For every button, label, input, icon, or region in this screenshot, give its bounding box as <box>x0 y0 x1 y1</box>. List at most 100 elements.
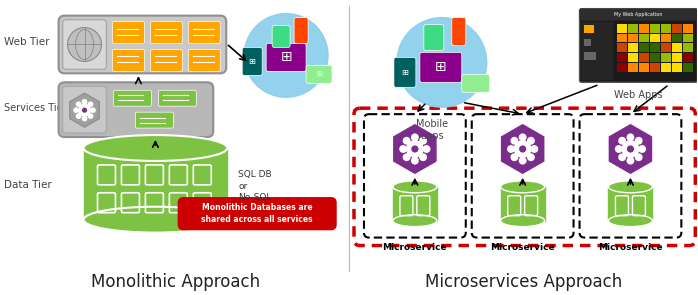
Circle shape <box>527 153 535 161</box>
FancyBboxPatch shape <box>651 34 660 42</box>
Circle shape <box>618 153 626 161</box>
FancyBboxPatch shape <box>672 43 683 53</box>
Polygon shape <box>500 187 544 221</box>
FancyBboxPatch shape <box>639 34 649 42</box>
FancyBboxPatch shape <box>683 24 693 32</box>
Text: ⊞: ⊞ <box>281 50 292 64</box>
FancyBboxPatch shape <box>662 53 671 63</box>
Circle shape <box>411 133 419 141</box>
FancyBboxPatch shape <box>452 18 466 45</box>
Ellipse shape <box>500 181 544 193</box>
FancyBboxPatch shape <box>472 114 574 237</box>
FancyBboxPatch shape <box>628 24 639 32</box>
Circle shape <box>507 145 515 153</box>
FancyBboxPatch shape <box>662 63 671 72</box>
Circle shape <box>519 145 526 153</box>
Ellipse shape <box>393 215 437 227</box>
Circle shape <box>419 153 427 161</box>
FancyBboxPatch shape <box>179 198 336 230</box>
Ellipse shape <box>609 181 653 193</box>
Polygon shape <box>609 187 653 221</box>
Circle shape <box>244 14 328 97</box>
Circle shape <box>82 116 87 122</box>
FancyBboxPatch shape <box>618 63 628 72</box>
Text: ⊞: ⊞ <box>248 57 255 66</box>
Ellipse shape <box>84 207 228 232</box>
FancyBboxPatch shape <box>63 86 107 133</box>
Text: Monolithic Databases are
shared across all services: Monolithic Databases are shared across a… <box>201 203 313 224</box>
FancyBboxPatch shape <box>639 24 649 32</box>
Circle shape <box>519 133 526 141</box>
Circle shape <box>75 113 82 119</box>
Circle shape <box>638 145 646 153</box>
Circle shape <box>78 104 91 117</box>
Circle shape <box>73 107 79 113</box>
FancyBboxPatch shape <box>651 43 660 53</box>
FancyBboxPatch shape <box>683 53 693 63</box>
Text: Microservices Approach: Microservices Approach <box>425 273 623 291</box>
FancyBboxPatch shape <box>618 53 628 63</box>
Circle shape <box>519 157 526 165</box>
Circle shape <box>403 153 410 161</box>
FancyBboxPatch shape <box>135 112 173 128</box>
FancyBboxPatch shape <box>579 9 697 21</box>
FancyBboxPatch shape <box>306 65 332 83</box>
Circle shape <box>615 145 623 153</box>
FancyBboxPatch shape <box>672 63 683 72</box>
Circle shape <box>411 157 419 165</box>
Circle shape <box>618 137 626 145</box>
FancyBboxPatch shape <box>651 24 660 32</box>
FancyBboxPatch shape <box>662 34 671 42</box>
FancyBboxPatch shape <box>662 24 671 32</box>
FancyBboxPatch shape <box>424 24 444 50</box>
Circle shape <box>82 99 87 105</box>
FancyBboxPatch shape <box>662 43 671 53</box>
FancyBboxPatch shape <box>112 50 144 71</box>
Text: Mobile
apps: Mobile apps <box>416 119 448 141</box>
Text: Web Tier: Web Tier <box>3 37 49 47</box>
FancyBboxPatch shape <box>59 16 226 73</box>
FancyBboxPatch shape <box>242 47 262 75</box>
Text: Web Apps: Web Apps <box>614 90 662 100</box>
FancyBboxPatch shape <box>618 34 628 42</box>
FancyBboxPatch shape <box>672 24 683 32</box>
Circle shape <box>634 137 643 145</box>
Circle shape <box>621 140 639 158</box>
Circle shape <box>406 140 424 158</box>
FancyBboxPatch shape <box>584 24 593 32</box>
Text: My Web Application: My Web Application <box>614 12 662 17</box>
Polygon shape <box>500 123 545 175</box>
Text: Monolithic Approach: Monolithic Approach <box>91 273 260 291</box>
Text: ⊞: ⊞ <box>316 71 322 77</box>
Circle shape <box>422 145 431 153</box>
Text: SQL DB
or
No-SQL: SQL DB or No-SQL <box>238 170 272 202</box>
Circle shape <box>403 137 410 145</box>
FancyBboxPatch shape <box>616 22 695 80</box>
Circle shape <box>510 137 519 145</box>
Text: Microservice: Microservice <box>383 243 447 252</box>
FancyBboxPatch shape <box>112 22 144 43</box>
FancyBboxPatch shape <box>150 22 182 43</box>
FancyBboxPatch shape <box>579 9 697 82</box>
Ellipse shape <box>500 215 544 227</box>
FancyBboxPatch shape <box>672 34 683 42</box>
Circle shape <box>90 107 96 113</box>
FancyBboxPatch shape <box>462 74 490 92</box>
FancyBboxPatch shape <box>618 24 628 32</box>
FancyBboxPatch shape <box>683 43 693 53</box>
FancyBboxPatch shape <box>394 58 416 87</box>
Text: Microservice: Microservice <box>598 243 663 252</box>
FancyBboxPatch shape <box>683 63 693 72</box>
FancyBboxPatch shape <box>579 114 681 237</box>
Ellipse shape <box>609 215 653 227</box>
FancyBboxPatch shape <box>651 63 660 72</box>
FancyBboxPatch shape <box>59 82 214 137</box>
FancyBboxPatch shape <box>63 19 107 69</box>
Polygon shape <box>393 187 437 221</box>
FancyBboxPatch shape <box>628 53 639 63</box>
FancyBboxPatch shape <box>639 63 649 72</box>
Text: Data Tier: Data Tier <box>3 180 52 190</box>
FancyBboxPatch shape <box>158 90 196 106</box>
Circle shape <box>627 145 634 153</box>
Text: Services Tier: Services Tier <box>3 103 66 113</box>
